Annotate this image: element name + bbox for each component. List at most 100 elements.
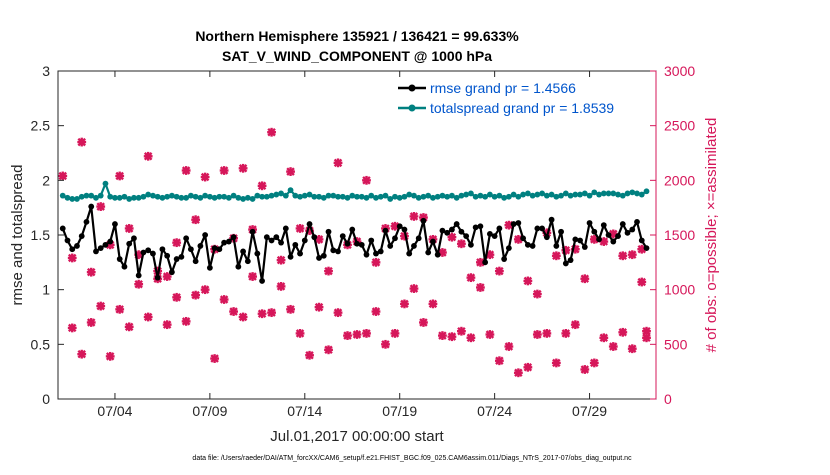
spread-point xyxy=(453,194,460,201)
rmse-point xyxy=(112,221,118,227)
spread-point xyxy=(173,193,180,200)
obs-assimilated-point xyxy=(210,354,220,363)
spread-point xyxy=(93,194,99,201)
obs-assimilated-point xyxy=(324,345,333,355)
spread-point xyxy=(520,191,527,198)
rmse-point xyxy=(192,258,199,265)
spread-point xyxy=(112,194,118,201)
rmse-point xyxy=(358,241,365,248)
obs-assimilated-point xyxy=(248,272,257,281)
obs-assimilated-point xyxy=(267,308,276,318)
rmse-point xyxy=(88,203,95,210)
obs-assimilated-point xyxy=(257,309,267,319)
spread-point xyxy=(496,192,503,199)
legend-rmse-label: rmse grand pr = 1.4566 xyxy=(430,80,576,96)
obs-assimilated-point xyxy=(124,322,134,332)
obs-assimilated-point xyxy=(523,362,533,372)
spread-point xyxy=(463,191,470,198)
spread-point xyxy=(396,194,403,201)
obs-possible-point xyxy=(67,253,77,263)
spread-point xyxy=(406,191,413,198)
spread-point xyxy=(316,193,322,200)
obs-assimilated-point xyxy=(475,283,485,292)
obs-assimilated-point xyxy=(551,358,561,368)
spread-point xyxy=(605,190,612,197)
rmse-point xyxy=(468,241,474,248)
obs-assimilated-point xyxy=(570,320,580,330)
rmse-point xyxy=(206,264,213,271)
rmse-point xyxy=(425,249,432,256)
spread-point xyxy=(458,192,465,199)
x-tick-label: 07/29 xyxy=(572,403,607,419)
rmse-point xyxy=(263,234,270,241)
rmse-point xyxy=(78,233,85,239)
rmse-point xyxy=(401,226,408,233)
obs-assimilated-point xyxy=(599,333,609,343)
spread-point xyxy=(240,196,246,202)
spread-point xyxy=(197,194,204,201)
obs-possible-point xyxy=(551,251,561,261)
obs-assimilated-point xyxy=(362,329,371,338)
spread-point xyxy=(377,193,384,200)
spread-point xyxy=(135,194,142,201)
rmse-point xyxy=(225,238,232,245)
spread-point xyxy=(543,192,550,199)
obs-assimilated-point xyxy=(494,356,504,366)
spread-point xyxy=(169,192,175,199)
obs-assimilated-point xyxy=(428,299,438,309)
spread-point xyxy=(539,190,545,197)
obs-assimilated-point xyxy=(504,342,514,351)
rmse-point xyxy=(534,225,541,232)
spread-point xyxy=(510,191,517,198)
y-tick-label-right: 0 xyxy=(664,391,672,407)
obs-possible-point xyxy=(371,257,381,267)
obs-possible-point xyxy=(276,255,286,265)
rmse-point xyxy=(458,228,465,235)
spread-point xyxy=(534,191,541,198)
rmse-point xyxy=(529,243,536,249)
x-axis-label: Jul.01,2017 00:00:00 start xyxy=(270,428,444,445)
rmse-point xyxy=(600,222,607,229)
spread-point xyxy=(581,190,588,197)
rmse-point xyxy=(596,236,602,243)
spread-point xyxy=(401,193,408,200)
spread-point xyxy=(244,194,251,201)
x-tick-label: 07/14 xyxy=(287,403,322,419)
rmse-point xyxy=(629,226,636,233)
chart-subtitle: SAT_V_WIND_COMPONENT @ 1000 hPa xyxy=(222,48,492,64)
obs-assimilated-point xyxy=(542,329,552,338)
spread-point xyxy=(596,191,602,198)
rmse-point xyxy=(183,235,190,242)
rmse-point xyxy=(567,257,574,264)
spread-point xyxy=(183,194,190,201)
obs-assimilated-point xyxy=(513,368,523,378)
plot-area xyxy=(58,71,656,399)
rmse-point xyxy=(244,258,251,265)
spread-point xyxy=(259,193,265,200)
rmse-point xyxy=(539,225,545,232)
spread-point xyxy=(164,193,171,200)
obs-assimilated-point xyxy=(485,330,495,339)
legend: rmse grand pr = 1.4566 totalspread grand… xyxy=(392,78,654,118)
spread-point xyxy=(420,193,427,200)
spread-point xyxy=(263,193,270,200)
spread-point xyxy=(59,192,66,199)
rmse-point xyxy=(330,247,337,254)
rmse-point xyxy=(173,256,180,262)
spread-point xyxy=(472,193,479,200)
obs-assimilated-point xyxy=(229,307,239,316)
rmse-point xyxy=(581,244,588,250)
spread-point xyxy=(297,193,303,200)
spread-point xyxy=(97,192,104,199)
spread-point xyxy=(102,180,109,187)
rmse-point xyxy=(439,227,446,234)
legend-box xyxy=(392,78,654,118)
y-tick-label-left: 1 xyxy=(42,282,50,298)
spread-point xyxy=(501,194,508,201)
spread-point xyxy=(524,190,531,197)
spread-point xyxy=(74,196,80,202)
rmse-point xyxy=(230,234,237,241)
obs-possible-point xyxy=(447,232,457,242)
rmse-point xyxy=(415,235,422,242)
